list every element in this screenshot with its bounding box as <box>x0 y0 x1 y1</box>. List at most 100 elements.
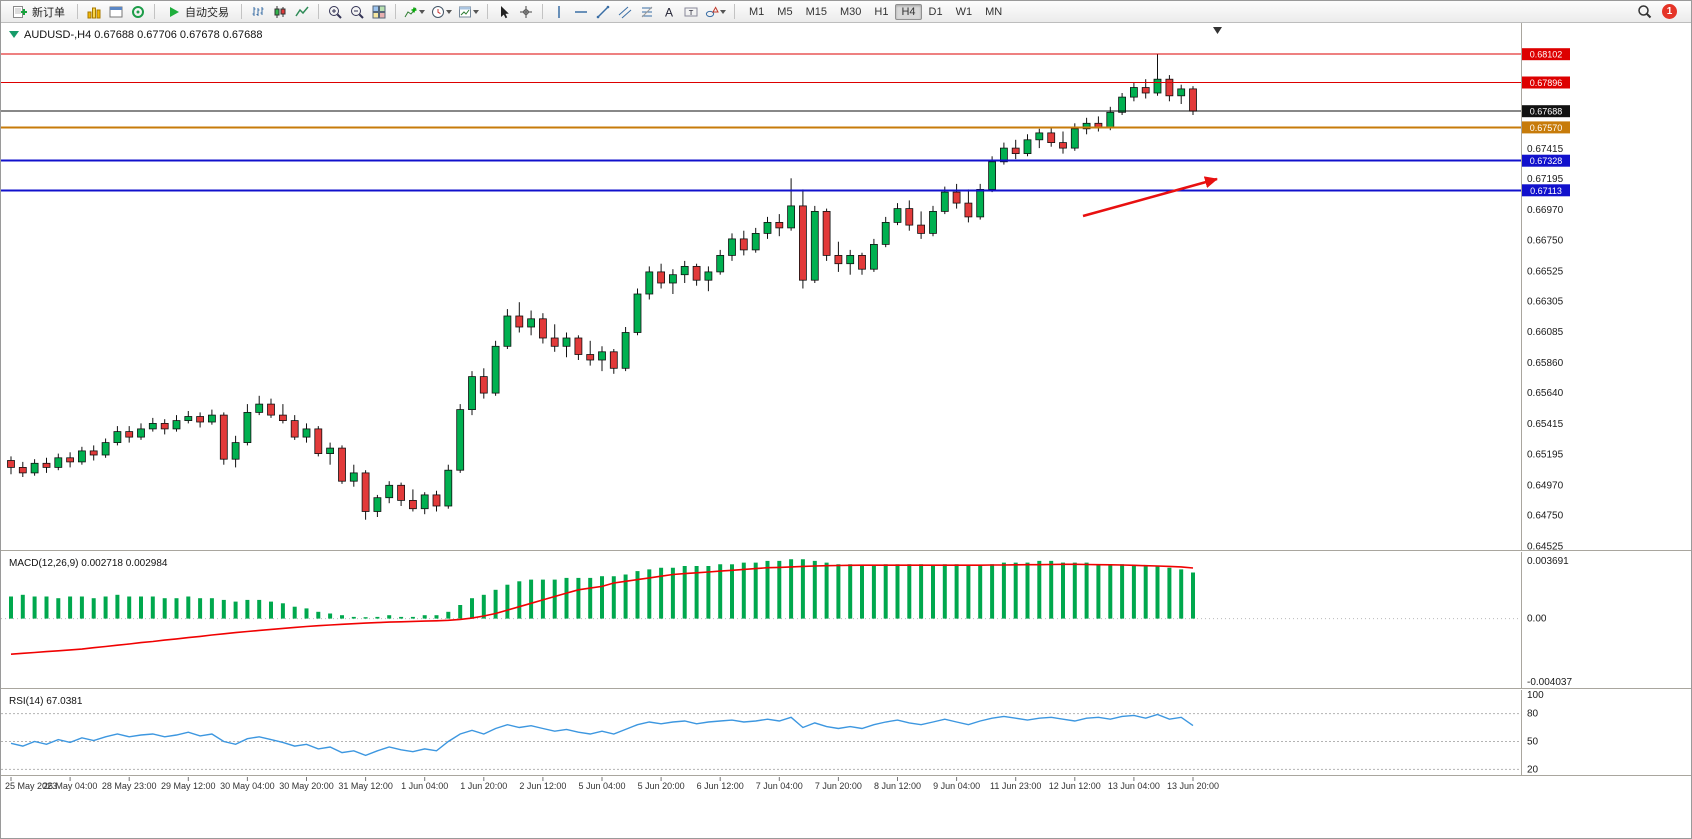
fibonacci-tool-icon[interactable] <box>637 3 657 21</box>
macd-panel: MACD(12,26,9) 0.002718 0.002984 0.003691 0… <box>1 550 1691 688</box>
vertical-line-tool-icon[interactable] <box>549 3 569 21</box>
timeframe-toolbar: M1 M5 M15 M30 H1 H4 D1 W1 MN <box>743 3 1008 20</box>
chevron-down-icon <box>473 9 479 14</box>
channel-tool-icon[interactable] <box>615 3 635 21</box>
svg-text:RSI(14) 67.0381: RSI(14) 67.0381 <box>9 696 83 707</box>
separator <box>318 4 319 19</box>
svg-text:28 May 23:00: 28 May 23:00 <box>102 781 157 791</box>
svg-text:0.67415: 0.67415 <box>1527 144 1564 155</box>
label-tool-icon[interactable]: T <box>681 3 701 21</box>
svg-text:6 Jun 12:00: 6 Jun 12:00 <box>697 781 744 791</box>
timeframe-h4[interactable]: H4 <box>895 3 922 20</box>
timeframe-w1[interactable]: W1 <box>955 5 973 18</box>
svg-text:12 Jun 12:00: 12 Jun 12:00 <box>1049 781 1101 791</box>
separator <box>154 4 155 19</box>
chart-candles-icon[interactable] <box>270 3 290 21</box>
price-axis[interactable]: 0.67415 0.67195 0.66970 0.66750 0.66525 0.663… <box>1521 23 1564 775</box>
svg-text:0.66525: 0.66525 <box>1527 266 1564 277</box>
svg-text:0.00: 0.00 <box>1527 614 1547 625</box>
auto-trading-icon <box>170 6 179 17</box>
svg-text:1 Jun 04:00: 1 Jun 04:00 <box>401 781 448 791</box>
svg-text:0.67195: 0.67195 <box>1527 174 1564 185</box>
svg-text:31 May 12:00: 31 May 12:00 <box>338 781 393 791</box>
svg-text:T: T <box>689 7 694 16</box>
svg-text:0.64525: 0.64525 <box>1527 542 1564 553</box>
toolbar: 新订单 自动交易 A T M1 M5 M15 <box>1 1 1691 23</box>
separator <box>542 4 543 19</box>
svg-text:0.68102: 0.68102 <box>1530 50 1563 60</box>
navigator-icon[interactable] <box>128 3 148 21</box>
indicators-icon <box>404 7 417 17</box>
market-watch-icon[interactable] <box>84 3 104 21</box>
timeframe-d1[interactable]: D1 <box>928 5 943 18</box>
svg-text:7 Jun 04:00: 7 Jun 04:00 <box>756 781 803 791</box>
chevron-down-icon <box>720 9 726 14</box>
timeframe-m1[interactable]: M1 <box>749 5 765 18</box>
timeframe-h1[interactable]: H1 <box>874 5 889 18</box>
svg-text:11 Jun 23:00: 11 Jun 23:00 <box>990 781 1041 791</box>
svg-text:20: 20 <box>1527 764 1539 775</box>
svg-text:0.65195: 0.65195 <box>1527 449 1564 460</box>
levels-layer[interactable]: 0.68102 0.67896 0.67688 0.67570 0.67328 0.671… <box>1 48 1570 197</box>
text-tool-icon[interactable]: A <box>659 3 679 21</box>
chevron-down-icon <box>419 9 425 14</box>
svg-text:25 May 2023: 25 May 2023 <box>5 781 57 791</box>
svg-text:5 Jun 04:00: 5 Jun 04:00 <box>578 781 625 791</box>
chart-bars-icon[interactable] <box>248 3 268 21</box>
annotations-layer <box>1082 27 1222 218</box>
svg-text:0.66750: 0.66750 <box>1527 235 1564 246</box>
new-order-button[interactable]: 新订单 <box>7 2 71 22</box>
new-order-icon <box>13 5 27 18</box>
timeframe-mn[interactable]: MN <box>985 5 1003 18</box>
indicators-dropdown[interactable] <box>402 5 427 19</box>
svg-text:A: A <box>665 5 673 19</box>
chart-area[interactable]: 0.68102 0.67896 0.67688 0.67570 0.67328 0.671… <box>1 23 1692 839</box>
svg-text:0.65415: 0.65415 <box>1527 419 1564 430</box>
notification-badge[interactable]: 1 <box>1662 4 1677 19</box>
svg-text:0.67570: 0.67570 <box>1530 123 1563 133</box>
clock-icon <box>432 5 444 18</box>
separator <box>77 4 78 19</box>
svg-text:30 May 20:00: 30 May 20:00 <box>279 781 334 791</box>
svg-text:50: 50 <box>1527 737 1539 748</box>
svg-text:13 Jun 20:00: 13 Jun 20:00 <box>1167 781 1219 791</box>
tile-windows-icon[interactable] <box>369 3 389 21</box>
candles-layer <box>7 54 1197 520</box>
zoom-in-icon[interactable] <box>325 3 345 21</box>
svg-text:9 Jun 04:00: 9 Jun 04:00 <box>933 781 980 791</box>
timeframe-m15[interactable]: M15 <box>805 5 827 18</box>
shapes-dropdown[interactable] <box>703 5 728 19</box>
separator <box>487 4 488 19</box>
cursor-icon[interactable] <box>494 3 514 21</box>
horizontal-line-tool-icon[interactable] <box>571 3 591 21</box>
svg-text:0.66970: 0.66970 <box>1527 205 1564 216</box>
svg-text:0.67328: 0.67328 <box>1530 156 1563 166</box>
chart-line-icon[interactable] <box>292 3 312 21</box>
zoom-out-icon[interactable] <box>347 3 367 21</box>
timeframe-m5[interactable]: M5 <box>777 5 793 18</box>
svg-text:0.64970: 0.64970 <box>1527 480 1564 491</box>
svg-text:AUDUSD-,H4 0.67688 0.67706 0.6: AUDUSD-,H4 0.67688 0.67706 0.67678 0.676… <box>24 29 263 41</box>
timeframe-m30[interactable]: M30 <box>839 5 862 18</box>
svg-text:13 Jun 04:00: 13 Jun 04:00 <box>1108 781 1160 791</box>
trendline-tool-icon[interactable] <box>593 3 613 21</box>
data-window-icon[interactable] <box>106 3 126 21</box>
svg-text:0.67896: 0.67896 <box>1530 78 1563 88</box>
separator <box>734 4 735 19</box>
svg-text:0.64750: 0.64750 <box>1527 511 1564 522</box>
rsi-panel: RSI(14) 67.0381 100 80 50 20 <box>1 688 1691 775</box>
auto-trading-button[interactable]: 自动交易 <box>161 2 235 22</box>
svg-text:0.65860: 0.65860 <box>1527 358 1564 369</box>
svg-text:0.67113: 0.67113 <box>1530 186 1562 196</box>
periods-dropdown[interactable] <box>429 5 454 19</box>
separator <box>395 4 396 19</box>
svg-text:100: 100 <box>1527 690 1544 701</box>
search-icon[interactable] <box>1634 3 1654 21</box>
separator <box>241 4 242 19</box>
svg-text:0.66305: 0.66305 <box>1527 297 1564 308</box>
templates-dropdown[interactable] <box>456 5 481 19</box>
svg-text:80: 80 <box>1527 709 1539 720</box>
crosshair-icon[interactable] <box>516 3 536 21</box>
svg-text:0.66085: 0.66085 <box>1527 327 1564 338</box>
